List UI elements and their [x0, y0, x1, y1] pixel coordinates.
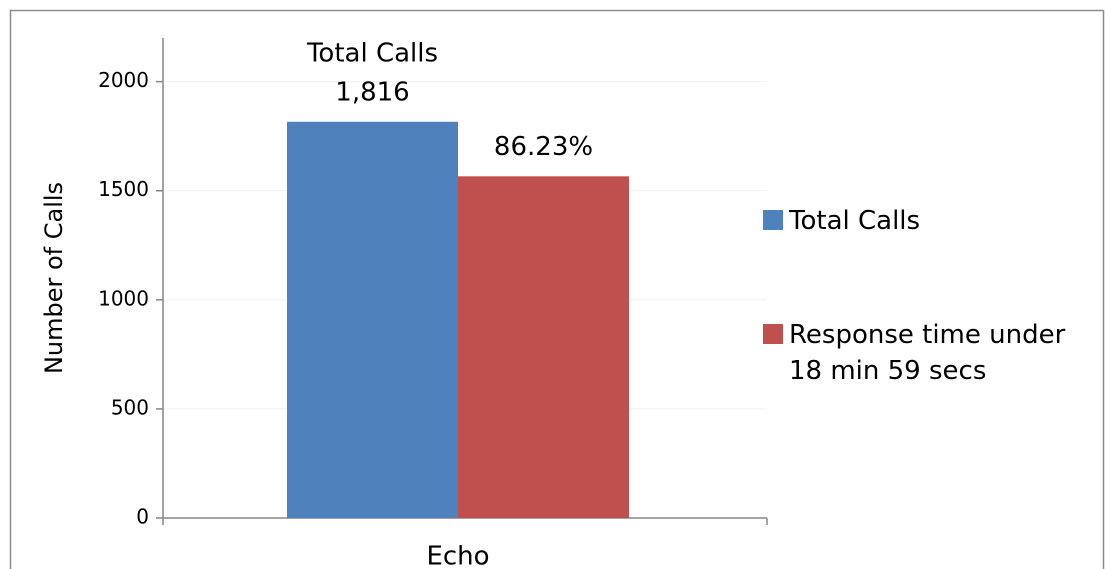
y-tick-label: 500	[111, 395, 149, 419]
legend-swatch	[763, 210, 783, 230]
legend-label: Response time under 18 min 59 secs	[789, 320, 1066, 386]
legend-item: Response time under 18 min 59 secs	[763, 317, 1089, 389]
x-tick-label: Echo	[426, 542, 489, 569]
data-label: 1,816	[335, 77, 409, 107]
y-axis-title: Number of Calls	[40, 182, 68, 374]
legend-item: Total Calls	[763, 203, 1089, 239]
bar	[287, 121, 458, 519]
legend-label: Total Calls	[789, 206, 921, 236]
y-tick-label: 1000	[98, 286, 149, 310]
bar	[458, 176, 629, 518]
legend-swatch	[763, 324, 783, 344]
y-tick-label: 1500	[98, 177, 149, 201]
y-tick-label: 0	[136, 505, 149, 529]
chart-border	[9, 9, 1105, 569]
data-label: 86.23%	[494, 132, 593, 162]
data-label-series: Total Calls	[306, 38, 438, 68]
y-tick-label: 2000	[98, 68, 149, 92]
